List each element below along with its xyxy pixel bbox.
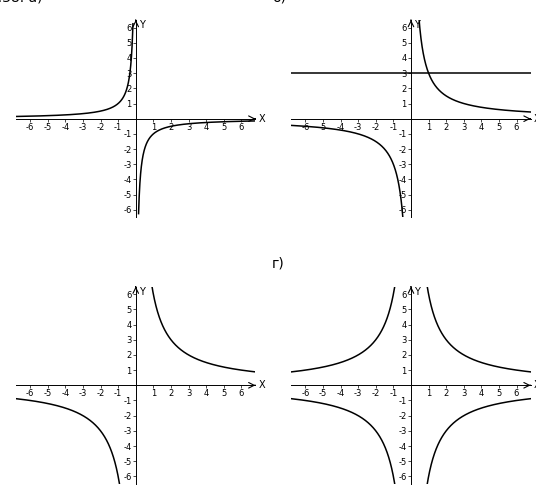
Text: X: X [534, 114, 536, 124]
Text: X: X [259, 114, 265, 124]
Text: 18.38. а): 18.38. а) [0, 0, 43, 4]
Text: б): б) [272, 0, 286, 4]
Text: Y: Y [414, 286, 420, 296]
Text: Y: Y [139, 286, 145, 296]
Text: Y: Y [414, 20, 420, 30]
Text: Y: Y [139, 20, 145, 30]
Text: X: X [534, 380, 536, 390]
Text: X: X [259, 380, 265, 390]
Text: г): г) [272, 257, 285, 271]
